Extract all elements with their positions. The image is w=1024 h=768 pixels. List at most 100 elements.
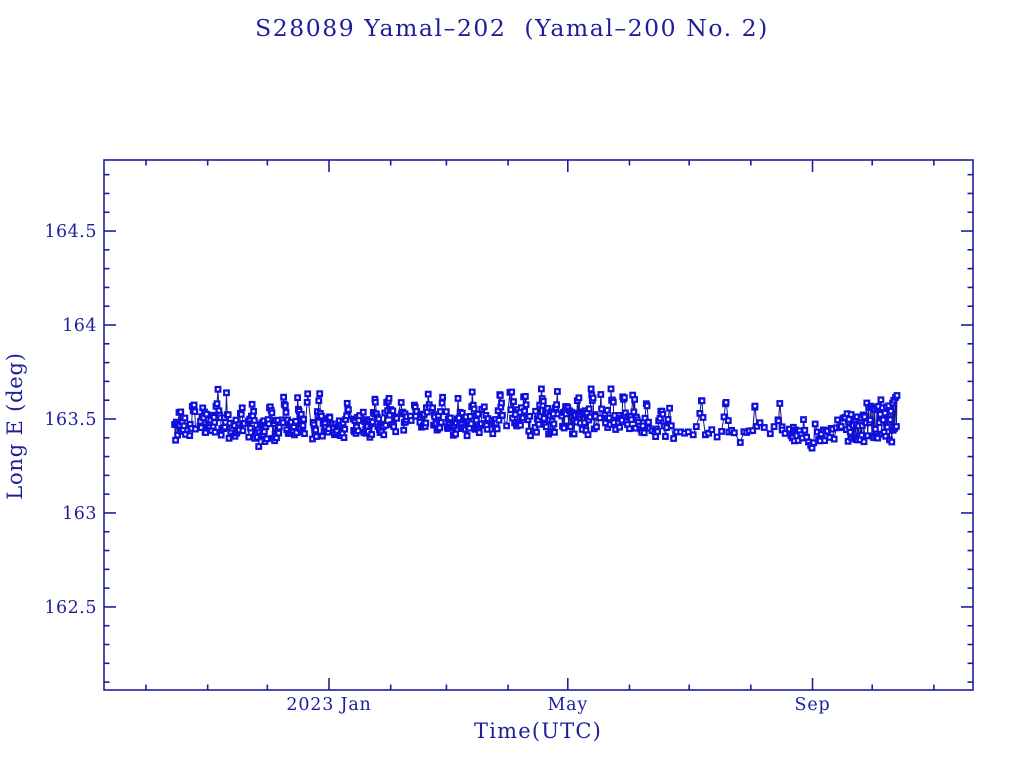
- data-point-marker: [892, 423, 900, 430]
- data-point-marker: [463, 432, 471, 440]
- data-point-marker: [834, 416, 841, 424]
- data-point-marker: [847, 411, 855, 418]
- data-point-marker: [670, 435, 677, 442]
- data-point-marker: [659, 410, 667, 418]
- data-point-marker: [736, 439, 744, 446]
- data-point-marker: [537, 385, 545, 393]
- data-point-marker: [553, 388, 561, 395]
- data-point-marker: [392, 428, 400, 436]
- data-point-marker: [639, 422, 647, 430]
- plot-border: [103, 159, 974, 691]
- data-point-marker: [429, 404, 436, 412]
- data-point-marker: [724, 417, 732, 424]
- data-point-marker: [467, 420, 475, 428]
- data-point-marker: [247, 424, 254, 432]
- data-point-marker: [438, 399, 446, 407]
- data-point-marker: [424, 390, 432, 398]
- data-point-marker: [881, 409, 889, 417]
- data-point-marker: [692, 423, 700, 430]
- data-point-marker: [237, 411, 245, 418]
- data-point-marker: [186, 432, 194, 439]
- x-tick-labels: 2023 Jan May Sep: [286, 695, 829, 715]
- data-point-marker: [720, 413, 728, 421]
- data-point-marker: [303, 398, 311, 406]
- data-point-marker: [756, 419, 764, 427]
- x-tick-label: May: [547, 695, 588, 715]
- data-point-marker: [190, 401, 198, 409]
- data-point-marker: [498, 399, 505, 407]
- data-point-marker: [874, 434, 882, 442]
- data-point-marker: [439, 393, 446, 401]
- data-point-marker: [861, 413, 868, 421]
- data-point-marker: [245, 433, 253, 441]
- data-point-marker: [400, 426, 408, 434]
- data-point-marker: [210, 413, 218, 421]
- data-point-marker: [466, 413, 474, 420]
- data-point-marker: [575, 394, 583, 402]
- data-point-marker: [480, 403, 488, 411]
- data-point-marker: [180, 422, 188, 430]
- data-point-marker: [553, 401, 560, 409]
- data-point-marker: [877, 396, 885, 404]
- data-point-marker: [312, 426, 320, 434]
- data-point-marker: [382, 421, 390, 429]
- data-point-marker: [597, 391, 605, 398]
- data-point-marker: [294, 394, 301, 402]
- data-point-marker: [846, 428, 854, 436]
- data-point-marker: [341, 425, 349, 433]
- data-point-marker: [468, 388, 476, 396]
- data-point-marker: [172, 436, 180, 444]
- data-point-marker: [214, 385, 222, 393]
- data-point-marker: [300, 416, 307, 423]
- y-tick-label: 164: [62, 316, 97, 336]
- data-point-marker: [493, 425, 501, 433]
- data-point-marker: [887, 407, 895, 415]
- data-point-marker: [213, 400, 221, 408]
- data-point-marker: [533, 428, 540, 436]
- axes: [103, 159, 974, 691]
- data-point-marker: [811, 420, 819, 428]
- data-point-marker: [503, 422, 510, 430]
- data-point-marker: [775, 417, 782, 425]
- data-point-marker: [191, 408, 199, 415]
- data-point-marker: [713, 433, 721, 441]
- data-point-marker: [654, 428, 661, 435]
- data-point-marker: [359, 408, 367, 416]
- data-point-marker: [292, 417, 300, 425]
- data-point-marker: [282, 409, 290, 416]
- data-point-marker: [275, 429, 283, 437]
- data-point-marker: [893, 392, 901, 399]
- data-point-marker: [535, 420, 543, 428]
- data-point-marker: [385, 395, 393, 402]
- data-point-marker: [886, 416, 894, 424]
- data-point-marker: [293, 429, 300, 436]
- data-point-marker: [585, 405, 593, 413]
- data-point-marker: [718, 428, 725, 435]
- data-point-marker: [858, 431, 866, 439]
- data-point-marker: [354, 427, 362, 435]
- data-point-marker: [313, 433, 320, 440]
- data-point-marker: [343, 399, 351, 407]
- data-point-marker: [760, 424, 768, 431]
- data-point-marker: [265, 420, 273, 428]
- data-point-marker: [751, 402, 759, 410]
- data-point-marker: [248, 400, 256, 408]
- data-point-marker: [280, 393, 287, 401]
- data-point-marker: [888, 438, 896, 446]
- data-point-marker: [372, 398, 379, 406]
- data-point-marker: [539, 397, 547, 405]
- data-point-marker: [297, 410, 305, 418]
- data-point-marker: [181, 414, 189, 422]
- data-point-marker: [593, 423, 600, 431]
- data-point-marker: [641, 414, 649, 422]
- data-point-marker: [473, 416, 480, 424]
- data-point-marker: [281, 402, 289, 409]
- data-point-marker: [239, 427, 247, 435]
- data-point-marker: [645, 418, 652, 426]
- data-point-marker: [540, 415, 548, 422]
- data-point-marker: [304, 390, 312, 398]
- data-point-marker: [422, 419, 430, 427]
- data-point-marker: [437, 408, 444, 415]
- x-tick-label: 2023 Jan: [286, 695, 371, 715]
